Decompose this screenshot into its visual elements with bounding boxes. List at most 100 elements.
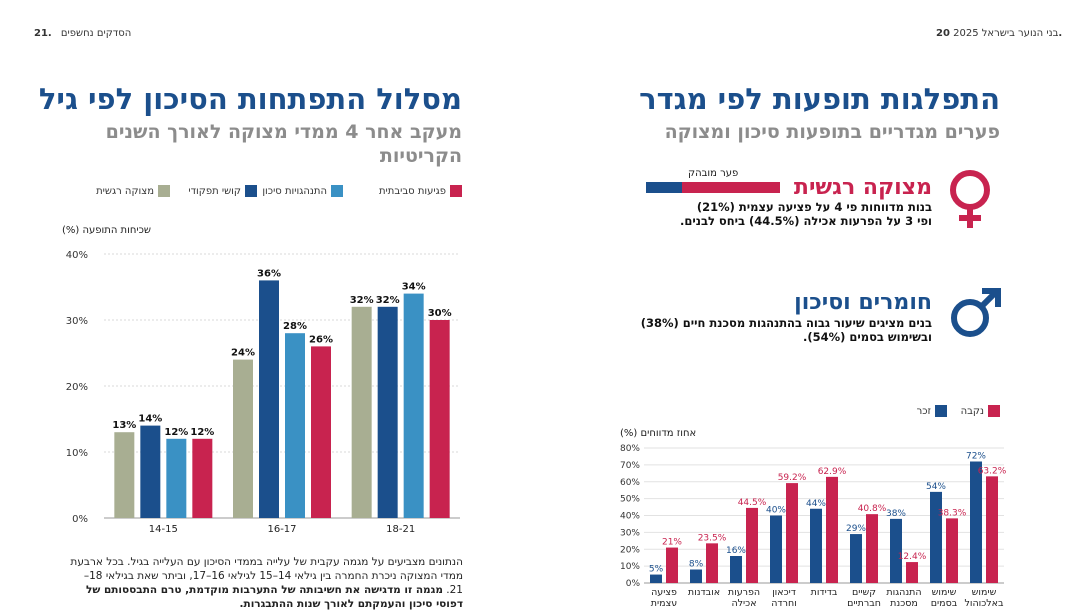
y-tick-label: 50% bbox=[620, 495, 640, 505]
left-page-title: הסדקים נחשפים bbox=[60, 28, 132, 39]
y-tick-label: 40% bbox=[66, 250, 88, 261]
gap-bar-female bbox=[682, 182, 780, 193]
bar bbox=[259, 280, 279, 518]
data-label: 38% bbox=[886, 509, 906, 519]
data-label: 38.3% bbox=[938, 508, 967, 518]
right-page-number: 20. bbox=[936, 28, 1063, 39]
x-tick-label: אובדנות bbox=[688, 587, 720, 598]
y-tick-label: 40% bbox=[620, 512, 640, 522]
data-label: 5% bbox=[649, 565, 664, 575]
legend-label: נקבה bbox=[960, 405, 984, 417]
legend-swatch bbox=[988, 405, 1000, 417]
legend-male: זכר bbox=[917, 405, 947, 417]
y-tick-label: 0% bbox=[72, 514, 88, 525]
bar bbox=[377, 306, 398, 518]
data-label: 12% bbox=[164, 427, 188, 438]
x-tick-label: הפרעות bbox=[728, 587, 760, 598]
data-label: 12.4% bbox=[898, 552, 927, 562]
x-tick-label: פציעה bbox=[651, 587, 677, 598]
gender-chart: 0% 10% 20% 30% 40% 50% 60% 70% 80% 5% 21% פציעהעצמי… bbox=[620, 444, 1006, 606]
left-subtitle: מעקב אחר 4 ממדי מצוקה לאורך השנים הקריטי… bbox=[105, 121, 462, 167]
y-tick-label: 20% bbox=[66, 382, 88, 393]
data-label: 12% bbox=[190, 427, 214, 438]
y-tick-label: 80% bbox=[620, 444, 640, 454]
female-text-line-1: בנות מדווחות פי 4 על פציעה עצמית (21%) bbox=[696, 200, 932, 214]
bar bbox=[311, 346, 331, 518]
bar bbox=[233, 359, 253, 518]
bar bbox=[946, 518, 958, 583]
left-y-axis-label: שכיחות התופעה (%) bbox=[62, 225, 151, 236]
female-symbol-icon bbox=[946, 168, 994, 234]
bar bbox=[770, 515, 782, 583]
legend-label: זכר bbox=[916, 405, 931, 417]
x-tick-label: וחרדה bbox=[771, 598, 797, 606]
bar bbox=[166, 438, 187, 518]
x-tick-label: עצמית bbox=[651, 598, 677, 606]
legend-environmental: פגיעות סביבתית bbox=[379, 185, 462, 197]
gap-label: פער מובהק bbox=[688, 168, 739, 179]
bar bbox=[650, 574, 662, 583]
x-tick-label: קשיים bbox=[852, 587, 876, 598]
x-tick-label: שימוש bbox=[932, 587, 957, 598]
left-title: מסלול התפתחות הסיכון לפי גיל bbox=[38, 82, 462, 116]
bar bbox=[906, 562, 918, 583]
right-subtitle: פערים מגדריים בתופעות סיכון ומצוקה bbox=[664, 121, 1000, 143]
y-tick-label: 10% bbox=[620, 562, 640, 572]
data-label: 13% bbox=[112, 420, 136, 431]
bar bbox=[429, 320, 450, 518]
bar bbox=[666, 547, 678, 583]
legend-label: קושי תפקודי bbox=[188, 185, 241, 197]
legend-swatch bbox=[935, 405, 947, 417]
data-label: 30% bbox=[428, 308, 452, 319]
x-tick-label: 18-21 bbox=[386, 524, 415, 535]
x-tick-label: באלכוהול bbox=[964, 598, 1004, 606]
right-page-title: בני הנוער בישראל 2025 bbox=[953, 28, 1059, 39]
legend-female: נקבה bbox=[961, 405, 1000, 417]
male-category-title: חומרים וסיכון bbox=[794, 290, 932, 315]
x-tick-label: אכילה bbox=[731, 598, 756, 606]
female-category-title: מצוקה רגשית bbox=[793, 175, 932, 200]
legend-functional: קושי תפקודי bbox=[188, 185, 257, 197]
legend-label: התנהגויות סיכון bbox=[262, 185, 327, 197]
data-label: 72% bbox=[966, 452, 986, 462]
bar bbox=[730, 556, 742, 583]
bar bbox=[786, 483, 798, 583]
x-tick-label: דיכאון bbox=[772, 587, 796, 598]
bar bbox=[826, 476, 838, 583]
data-label: 44.5% bbox=[738, 498, 767, 508]
bar bbox=[351, 306, 372, 518]
legend-emotional: מצוקה רגשית bbox=[96, 185, 170, 197]
bar bbox=[706, 543, 718, 583]
legend-label: פגיעות סביבתית bbox=[378, 185, 446, 197]
y-tick-label: 20% bbox=[620, 545, 640, 555]
legend-swatch bbox=[158, 185, 170, 197]
data-label: 54% bbox=[926, 482, 946, 492]
y-tick-label: 30% bbox=[620, 528, 640, 538]
bar bbox=[930, 491, 942, 583]
data-label: 40.8% bbox=[858, 504, 887, 514]
y-tick-label: 30% bbox=[66, 316, 88, 327]
right-page-header: בני הנוער בישראל 2025 20. bbox=[930, 28, 1062, 39]
data-label: 23.5% bbox=[698, 533, 727, 543]
bar bbox=[970, 461, 982, 583]
data-label: 8% bbox=[689, 560, 704, 570]
bar bbox=[285, 333, 305, 518]
x-tick-label: התנהגות bbox=[886, 587, 921, 598]
bar bbox=[114, 432, 135, 518]
male-symbol-icon bbox=[948, 286, 1004, 344]
bar bbox=[690, 569, 702, 583]
bar bbox=[403, 293, 424, 518]
data-label: 34% bbox=[402, 282, 426, 293]
data-label: 28% bbox=[283, 321, 307, 332]
y-tick-label: 70% bbox=[620, 461, 640, 471]
data-label: 36% bbox=[257, 268, 281, 279]
data-label: 26% bbox=[309, 334, 333, 345]
male-description: בנים מציגים שיעור גבוה בהתנהגות מסכנת חי… bbox=[602, 316, 932, 344]
male-text-line-2: ובשימוש בסמים (54%). bbox=[802, 330, 932, 344]
bar bbox=[986, 476, 998, 583]
bar bbox=[866, 514, 878, 583]
gap-bar bbox=[646, 182, 780, 193]
x-tick-label: חברתיים bbox=[847, 598, 881, 606]
left-note: הנתונים מצביעים על מגמה עקבית של עלייה ב… bbox=[70, 555, 463, 611]
bar bbox=[140, 425, 161, 518]
